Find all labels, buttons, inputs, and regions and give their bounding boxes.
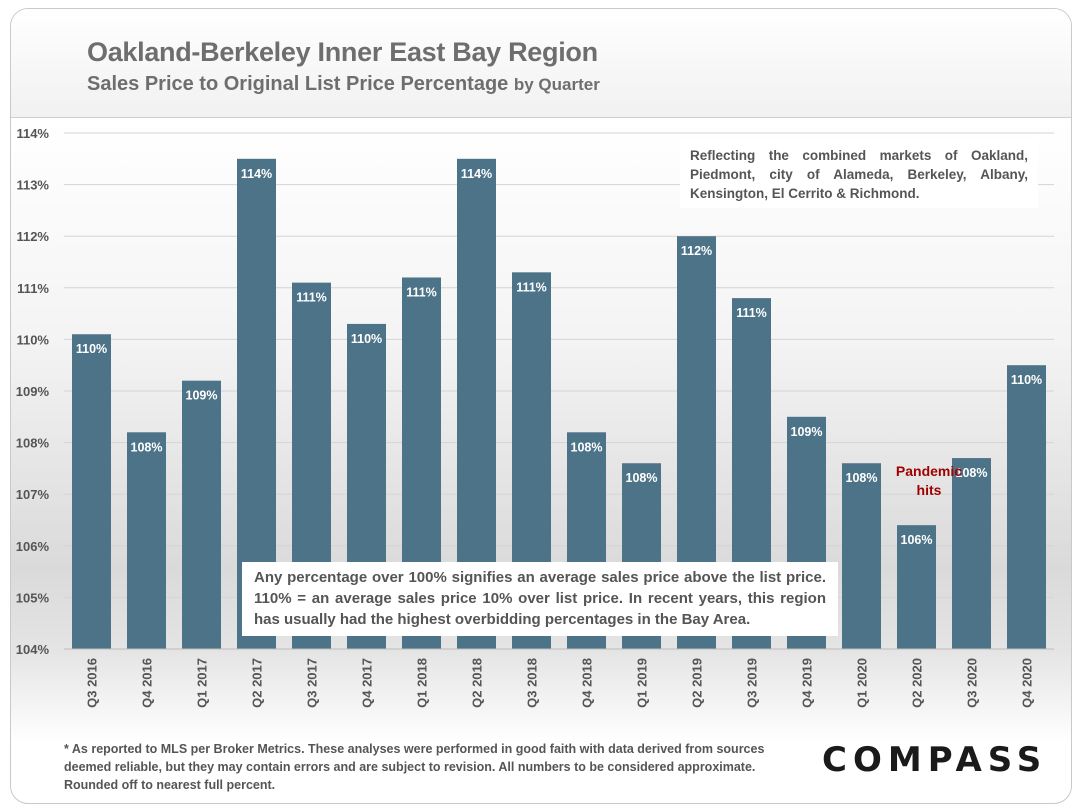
y-tick-label: 108% xyxy=(16,436,50,451)
y-tick-label: 105% xyxy=(16,590,50,605)
bar-data-label: 114% xyxy=(461,167,492,181)
x-tick-label: Q3 2016 xyxy=(85,658,100,708)
x-tick-label: Q2 2020 xyxy=(910,658,925,708)
bar xyxy=(127,432,166,649)
bar-data-label: 110% xyxy=(351,332,382,346)
bar xyxy=(952,458,991,649)
y-tick-label: 104% xyxy=(16,642,50,657)
bar-data-label: 111% xyxy=(406,285,437,299)
y-tick-label: 107% xyxy=(16,487,50,502)
bar-data-label: 110% xyxy=(76,342,107,356)
bar xyxy=(1007,365,1046,649)
x-tick-label: Q1 2020 xyxy=(855,658,870,708)
x-tick-label: Q4 2017 xyxy=(360,658,375,708)
y-tick-label: 113% xyxy=(16,178,49,193)
x-tick-label: Q1 2019 xyxy=(635,658,650,708)
y-tick-label: 114% xyxy=(16,126,49,141)
bar-data-label: 110% xyxy=(1011,373,1042,387)
bar-data-label: 108% xyxy=(626,471,658,485)
x-tick-label: Q1 2018 xyxy=(415,658,430,708)
y-tick-label: 111% xyxy=(17,281,49,296)
chart-header: Oakland-Berkeley Inner East Bay Region S… xyxy=(11,9,1071,118)
bar-data-label: 108% xyxy=(131,440,163,454)
x-tick-label: Q4 2019 xyxy=(800,658,815,708)
bar-data-label: 111% xyxy=(296,291,327,305)
bar-data-label: 108% xyxy=(956,466,988,480)
bar-data-label: 111% xyxy=(516,280,547,294)
pandemic-annotation: Pandemic hits xyxy=(895,463,963,498)
bar-data-label: 108% xyxy=(846,471,878,485)
x-tick-label: Q1 2017 xyxy=(195,658,210,708)
compass-logo: COMPASS xyxy=(822,740,1048,780)
y-tick-label: 110% xyxy=(16,332,49,347)
x-tick-label: Q4 2018 xyxy=(580,658,595,708)
bar xyxy=(72,334,111,649)
x-tick-label: Q2 2017 xyxy=(250,658,265,708)
x-tick-label: Q4 2016 xyxy=(140,658,155,708)
markets-note: Reflecting the combined markets of Oakla… xyxy=(680,138,1038,208)
x-tick-label: Q2 2018 xyxy=(470,658,485,708)
bar-data-label: 109% xyxy=(791,425,823,439)
x-tick-label: Q3 2018 xyxy=(525,658,540,708)
bar-data-label: 109% xyxy=(186,389,218,403)
chart-subtitle-suffix: by Quarter xyxy=(513,75,600,94)
bar xyxy=(182,380,221,649)
bar-data-label: 108% xyxy=(571,440,603,454)
x-tick-label: Q3 2019 xyxy=(745,658,760,708)
bar-data-label: 111% xyxy=(736,306,767,320)
explanation-box: Any percentage over 100% signifies an av… xyxy=(242,562,838,636)
bar-data-label: 114% xyxy=(241,167,272,181)
bar xyxy=(842,463,881,649)
y-tick-label: 106% xyxy=(16,539,50,554)
bar-data-label: 106% xyxy=(901,533,933,547)
disclaimer: * As reported to MLS per Broker Metrics.… xyxy=(64,742,765,792)
x-tick-label: Q3 2020 xyxy=(965,658,980,708)
y-tick-label: 112% xyxy=(16,229,49,244)
bar-data-label: 112% xyxy=(681,244,712,258)
x-tick-label: Q4 2020 xyxy=(1020,658,1035,708)
bar xyxy=(897,525,936,649)
x-tick-label: Q3 2017 xyxy=(305,658,320,708)
y-tick-label: 109% xyxy=(16,384,50,399)
chart-subtitle-main: Sales Price to Original List Price Perce… xyxy=(87,73,509,95)
chart-title: Oakland-Berkeley Inner East Bay Region xyxy=(87,37,598,67)
x-tick-label: Q2 2019 xyxy=(690,658,705,708)
chart-subtitle: Sales Price to Original List Price Perce… xyxy=(87,73,600,96)
